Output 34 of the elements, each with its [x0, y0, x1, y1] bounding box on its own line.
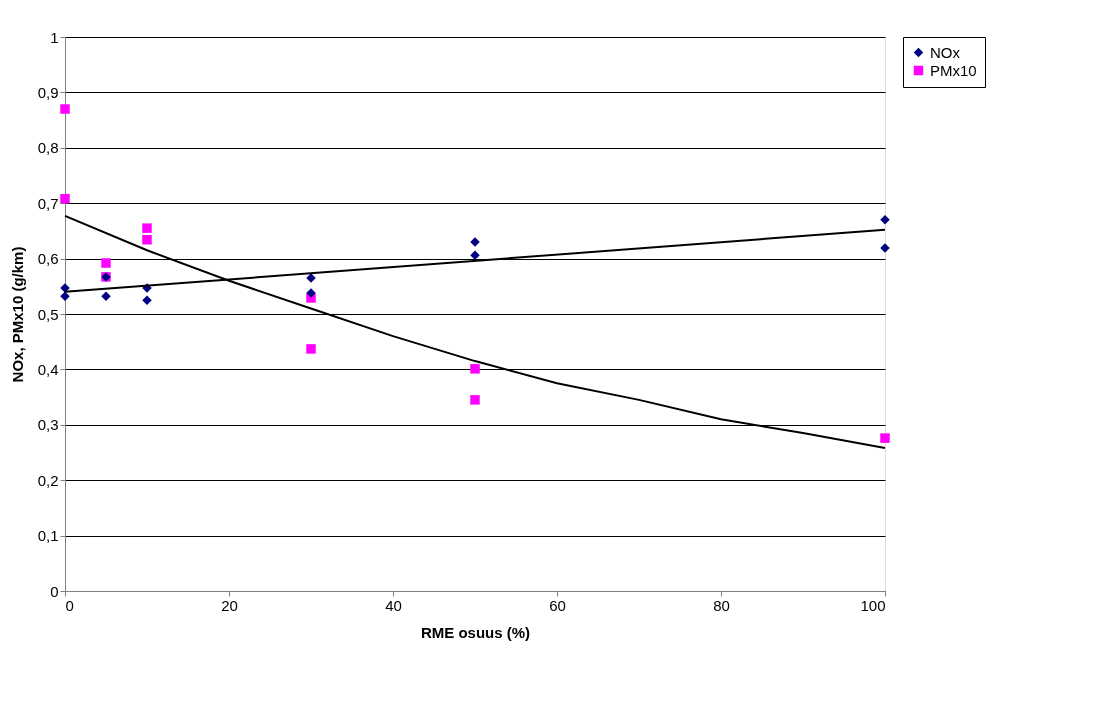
- y-tick-label: 0,5: [37, 305, 59, 323]
- x-tick-label: 20: [221, 596, 238, 614]
- y-tick-label: 0: [50, 582, 59, 600]
- y-tick-label: 0,8: [37, 139, 59, 157]
- legend-label: NOx: [930, 43, 961, 61]
- point: [470, 250, 480, 261]
- point: [101, 291, 111, 302]
- point: [470, 364, 480, 374]
- x-tick-label: 60: [549, 596, 566, 614]
- point: [60, 104, 70, 114]
- y-tick-label: 0,2: [37, 471, 59, 489]
- x-tick-label: 80: [713, 596, 730, 614]
- x-tick-label: 100: [860, 596, 886, 614]
- line-series: [64, 214, 886, 450]
- point: [880, 433, 890, 443]
- point: [306, 344, 316, 354]
- point: [470, 395, 480, 405]
- y-tick-label: 1: [50, 28, 59, 46]
- point: [142, 223, 152, 233]
- y-tick-label: 0,9: [37, 83, 59, 101]
- point: [60, 291, 70, 302]
- x-tick-label: 40: [385, 596, 402, 614]
- legend-label: PMx10: [930, 61, 977, 79]
- point: [142, 235, 152, 245]
- point: [101, 258, 111, 268]
- point: [60, 194, 70, 204]
- y-tick-label: 0,3: [37, 416, 59, 434]
- y-tick-label: 0,1: [37, 527, 59, 545]
- y-tick-label: 0,7: [37, 194, 59, 212]
- y-tick-label: 0,6: [37, 250, 59, 268]
- y-tick-label: 0,4: [37, 360, 59, 378]
- y-axis-title: NOx, PMx10 (g/km): [8, 246, 26, 383]
- x-tick-label: 0: [65, 596, 74, 614]
- x-axis-title: RME osuus (%): [420, 623, 531, 641]
